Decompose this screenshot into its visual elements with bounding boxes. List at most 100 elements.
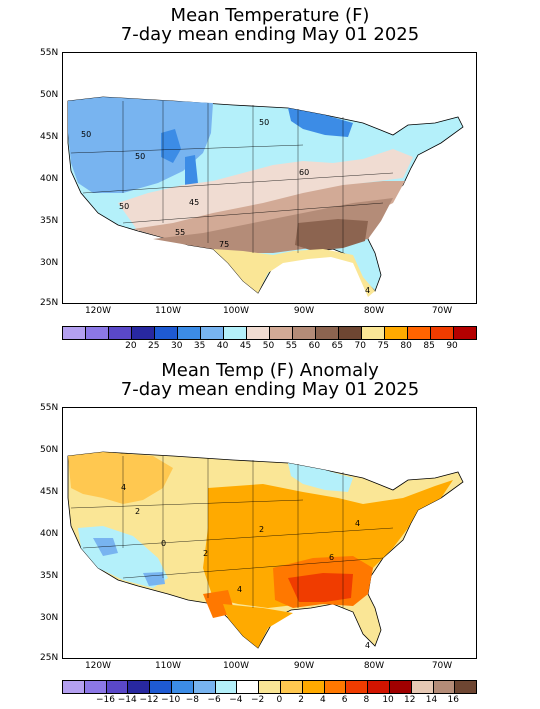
colorbar-label: 25: [148, 341, 160, 351]
top-title-line1: Mean Temperature (F): [170, 5, 370, 26]
colorbar-label: 30: [170, 341, 183, 351]
bottom-lat-label: 25N: [40, 653, 59, 663]
colorbar-label: 60: [308, 341, 321, 351]
colorbar-swatch: [433, 681, 456, 693]
contour-label: 0: [161, 539, 166, 548]
top-temperature-map: 50 50 50 60 45 50 55 75 4: [62, 52, 477, 304]
colorbar-label: 6: [341, 695, 348, 705]
contour-fill-80: [213, 249, 375, 297]
contour-label: 6: [329, 553, 334, 562]
bottom-colorbar: [62, 680, 477, 694]
contour-label: 4: [355, 519, 360, 528]
colorbar-swatch: [324, 681, 347, 693]
contour-fill-4-central: [203, 480, 453, 608]
top-lat-label: 35N: [40, 216, 59, 226]
colorbar-swatch: [431, 327, 454, 339]
colorbar-swatch: [155, 327, 178, 339]
colorbar-swatch: [132, 327, 155, 339]
colorbar-label: −8: [185, 695, 200, 705]
colorbar-swatch: [385, 327, 408, 339]
bottom-lon-label: 100W: [222, 661, 250, 671]
colorbar-label: 55: [285, 341, 298, 351]
colorbar-swatch: [109, 327, 132, 339]
colorbar-swatch: [259, 681, 281, 693]
bottom-anomaly-map: 4 2 0 2 2 4 4 6 4: [62, 407, 477, 659]
colorbar-swatch: [171, 681, 194, 693]
bottom-lon-label: 90W: [293, 661, 315, 671]
colorbar-swatch: [86, 327, 109, 339]
top-map-svg: 50 50 50 60 45 50 55 75 4: [67, 96, 464, 297]
colorbar-label: 90: [446, 341, 458, 351]
bottom-title-line2: 7-day mean ending May 01 2025: [120, 379, 420, 400]
colorbar-label: 20: [125, 341, 137, 351]
contour-label: 2: [203, 549, 208, 558]
colorbar-swatch: [339, 327, 362, 339]
colorbar-swatch: [346, 681, 369, 693]
contour-label: 50: [135, 152, 145, 161]
bottom-map-svg: 4 2 0 2 2 4 4 6 4: [67, 451, 464, 650]
colorbar-swatch: [201, 327, 224, 339]
colorbar-label: −4: [229, 695, 243, 705]
colorbar-label: 8: [363, 695, 370, 705]
colorbar-swatch: [84, 681, 107, 693]
colorbar-label: 0: [276, 695, 283, 705]
bottom-lat-label: 50N: [40, 445, 59, 455]
state-borders: [70, 101, 394, 253]
contour-label: 2: [259, 525, 264, 534]
colorbar-label: 75: [377, 341, 389, 351]
bottom-lon-label: 110W: [154, 661, 182, 671]
contour-label: 45: [189, 198, 199, 207]
colorbar-label: 16: [447, 695, 459, 705]
colorbar-swatch: [63, 327, 86, 339]
contour-label: 55: [175, 228, 185, 237]
top-colorbar: [62, 326, 477, 340]
colorbar-label: 4: [319, 695, 326, 705]
top-lat-label: 45N: [40, 132, 59, 142]
top-lat-label: 40N: [40, 174, 59, 184]
colorbar-swatch: [224, 327, 247, 339]
top-lat-label: 25N: [40, 298, 59, 308]
contour-fill-45-rockies: [161, 129, 181, 163]
bottom-lon-label: 70W: [431, 661, 453, 671]
bottom-lon-label: 80W: [363, 661, 385, 671]
colorbar-swatch: [128, 681, 151, 693]
colorbar-swatch: [455, 681, 477, 693]
colorbar-swatch: [362, 327, 385, 339]
colorbar-swatch: [316, 327, 339, 339]
colorbar-label: 80: [400, 341, 412, 351]
colorbar-label: −14: [117, 695, 137, 705]
bottom-lat-label: 40N: [40, 529, 59, 539]
colorbar-label: −2: [250, 695, 265, 705]
bottom-lat-label: 35N: [40, 571, 59, 581]
colorbar-label: 2: [298, 695, 304, 705]
colorbar-swatch: [247, 327, 270, 339]
contour-fill-50: [68, 97, 213, 193]
top-lon-label: 70W: [431, 306, 453, 316]
contour-fill-4-texas: [223, 604, 293, 648]
top-lon-label: 100W: [222, 306, 250, 316]
contour-label: 4: [365, 641, 370, 650]
top-lon-label: 110W: [154, 306, 182, 316]
contour-label: 4: [237, 585, 242, 594]
colorbar-swatch: [193, 681, 216, 693]
contour-fill-minus4-southwest: [93, 538, 118, 556]
colorbar-swatch: [389, 681, 412, 693]
contour-label: 50: [119, 202, 129, 211]
colorbar-swatch: [293, 327, 316, 339]
bottom-lon-label: 120W: [84, 661, 112, 671]
colorbar-swatch: [215, 681, 238, 693]
colorbar-label: 12: [404, 695, 416, 705]
colorbar-label: 45: [239, 341, 252, 351]
colorbar-label: 14: [425, 695, 438, 705]
contour-fill-45-greatlakes: [288, 108, 353, 137]
colorbar-label: 50: [262, 341, 275, 351]
colorbar-swatch: [280, 681, 303, 693]
contour-fill-0-greatlakes: [288, 463, 353, 492]
contour-fill-4-northwest: [68, 452, 173, 504]
colorbar-label: −16: [95, 695, 115, 705]
top-lon-label: 90W: [293, 306, 315, 316]
top-lat-label: 50N: [40, 90, 59, 100]
colorbar-label: −12: [139, 695, 159, 705]
colorbar-swatch: [270, 327, 293, 339]
top-title-line2: 7-day mean ending May 01 2025: [120, 24, 420, 45]
